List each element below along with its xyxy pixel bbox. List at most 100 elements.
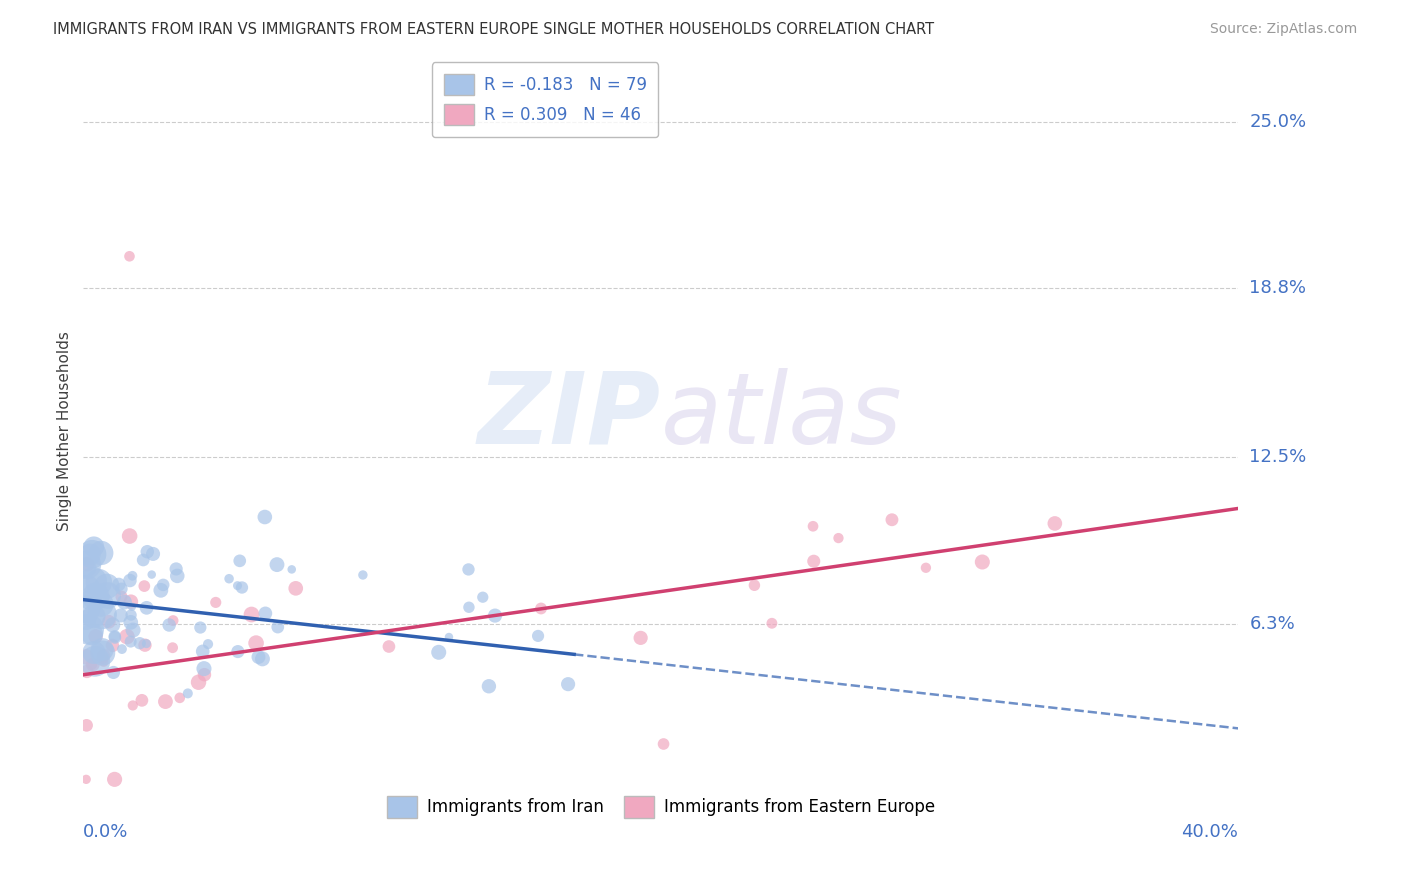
Point [165,562,187,576]
Point [101,618,124,632]
Point [280,562,302,576]
Point [284,582,307,596]
Text: ZIP: ZIP [478,368,661,465]
Point [135,637,157,651]
Point [80,593,103,607]
Point [93,648,115,663]
Point [96,579,118,593]
Point [652,737,675,751]
Point [484,608,506,623]
Text: 6.3%: 6.3% [1250,615,1295,632]
Point [90,597,112,611]
Point [157,618,180,632]
Point [252,652,274,666]
Text: 25.0%: 25.0% [1250,113,1306,131]
Point [82,657,104,672]
Point [177,686,200,700]
Point [83,646,105,660]
Point [84,629,107,643]
Point [110,582,132,596]
Point [75,582,97,596]
Point [226,644,249,658]
Point [103,665,125,680]
Point [193,662,215,676]
Point [118,249,141,263]
Point [110,590,132,604]
Point [141,567,163,582]
Point [120,608,142,623]
Point [134,579,156,593]
Point [557,677,579,691]
Point [121,568,143,582]
Point [83,654,105,668]
Point [79,547,101,561]
Text: Source: ZipAtlas.com: Source: ZipAtlas.com [1209,22,1357,37]
Point [801,519,824,533]
Point [254,607,277,621]
Text: 18.8%: 18.8% [1250,279,1306,297]
Point [245,636,267,650]
Point [93,655,115,669]
Point [82,547,104,561]
Point [471,591,494,605]
Point [530,601,553,615]
Point [131,693,153,707]
Point [152,578,174,592]
Point [115,630,138,644]
Point [197,637,219,651]
Point [118,574,141,588]
Point [155,695,177,709]
Point [149,583,172,598]
Point [97,589,120,603]
Point [458,600,481,615]
Point [267,620,290,634]
Point [108,577,131,591]
Point [112,595,135,609]
Point [191,644,214,658]
Legend: Immigrants from Iran, Immigrants from Eastern Europe: Immigrants from Iran, Immigrants from Ea… [380,789,942,824]
Point [169,690,191,705]
Point [75,613,97,627]
Point [240,607,263,622]
Text: 40.0%: 40.0% [1181,823,1239,841]
Point [121,698,143,713]
Point [827,531,849,545]
Point [352,568,374,582]
Point [118,529,141,543]
Point [187,675,209,690]
Point [120,634,142,648]
Point [162,640,184,655]
Point [97,615,120,629]
Point [82,657,104,672]
Point [84,590,107,604]
Text: 12.5%: 12.5% [1250,449,1306,467]
Point [761,616,783,631]
Point [75,772,97,787]
Point [120,595,142,609]
Point [104,772,127,787]
Point [104,631,127,645]
Point [1043,516,1066,531]
Point [427,645,450,659]
Point [104,629,127,643]
Point [120,615,142,630]
Point [527,629,550,643]
Point [132,553,155,567]
Point [77,623,100,637]
Point [744,578,766,592]
Point [188,621,211,635]
Point [91,607,114,622]
Point [128,636,150,650]
Point [880,513,903,527]
Point [82,574,104,588]
Point [87,575,110,590]
Point [253,510,276,524]
Point [91,651,114,665]
Point [121,599,143,614]
Point [162,614,184,628]
Point [803,554,825,568]
Point [134,638,156,652]
Point [111,642,134,657]
Point [229,554,252,568]
Point [75,602,97,616]
